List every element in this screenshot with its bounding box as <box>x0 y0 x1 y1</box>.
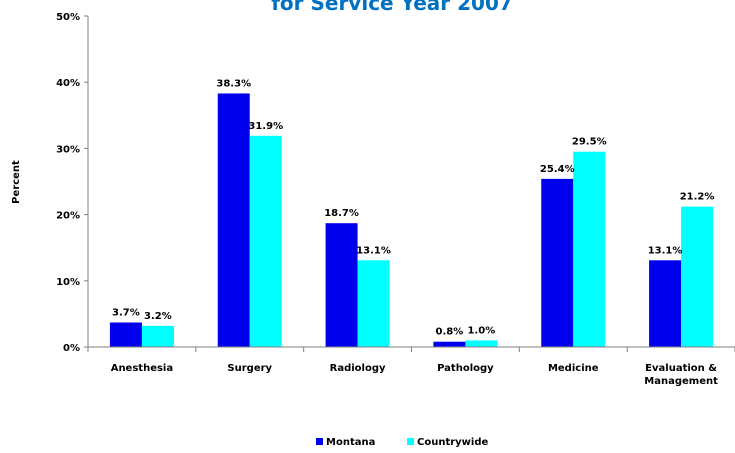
data-label: 13.1% <box>356 245 391 256</box>
y-tick-label: 20% <box>56 211 80 222</box>
y-tick-label: 50% <box>56 12 80 23</box>
data-label: 25.4% <box>540 164 575 175</box>
data-labels-group: 3.7% 3.2% 38.3% 31.9% 18.7% 13.1% 0.8% 1.0% 25.4… <box>112 78 714 337</box>
bar-montana <box>325 223 358 347</box>
category-label: Medicine <box>548 363 599 374</box>
legend-swatch-montana <box>316 438 323 445</box>
legend-swatch-countrywide <box>407 438 414 445</box>
y-axis-ticks: 0% 10% 20% 30% 40% 50% <box>56 12 88 354</box>
bar-montana <box>217 93 250 347</box>
legend: Montana Countrywide <box>316 437 489 448</box>
bar-montana <box>109 322 142 347</box>
data-label: 1.0% <box>468 325 496 336</box>
data-label: 31.9% <box>248 121 283 132</box>
data-label: 29.5% <box>572 137 607 148</box>
bar-countrywide <box>465 340 498 347</box>
data-label: 0.8% <box>436 327 464 338</box>
category-label: Anesthesia <box>111 363 173 374</box>
bar-countrywide <box>573 151 606 347</box>
category-label: Surgery <box>227 363 272 374</box>
data-label: 3.7% <box>112 308 140 319</box>
axes-group <box>87 16 735 352</box>
bar-countrywide <box>357 260 390 347</box>
bar-montana <box>649 260 682 347</box>
y-tick-label: 0% <box>63 343 80 354</box>
bar-montana <box>541 178 574 347</box>
chart-title: for Service Year 2007 <box>271 0 513 15</box>
legend-label-countrywide: Countrywide <box>417 437 489 448</box>
legend-label-montana: Montana <box>326 437 375 448</box>
data-label: 18.7% <box>324 208 359 219</box>
data-label: 3.2% <box>144 311 172 322</box>
category-label: Pathology <box>437 363 494 374</box>
data-label: 13.1% <box>648 245 683 256</box>
bar-countrywide <box>141 325 174 347</box>
category-label: Radiology <box>330 363 386 374</box>
y-tick-label: 40% <box>56 78 80 89</box>
bar-countrywide <box>681 206 714 347</box>
bar-montana <box>433 341 466 347</box>
category-label: Management <box>644 376 718 387</box>
y-tick-label: 10% <box>56 277 80 288</box>
y-tick-label: 30% <box>56 144 80 155</box>
data-label: 38.3% <box>216 78 251 89</box>
y-axis-label: Percent <box>11 160 22 204</box>
category-labels-group: Anesthesia Surgery Radiology Pathology Medic… <box>111 363 718 387</box>
category-label: Evaluation & <box>645 363 717 374</box>
data-label: 21.2% <box>680 192 715 203</box>
bars-group <box>109 93 714 347</box>
bar-countrywide <box>249 135 282 347</box>
